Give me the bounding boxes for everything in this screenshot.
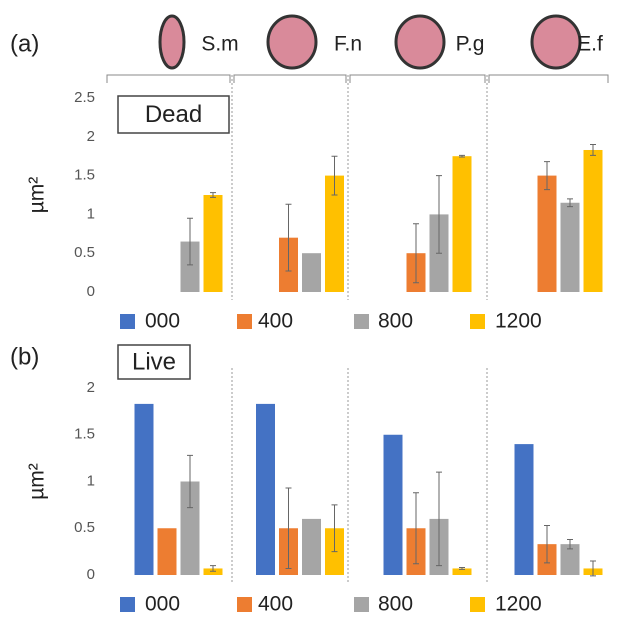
bar xyxy=(584,150,603,292)
chart-title: Dead xyxy=(145,101,202,128)
legend-swatch xyxy=(237,597,252,612)
y-axis-label: µm² xyxy=(26,463,49,500)
legend-label: 400 xyxy=(258,310,293,333)
bracket xyxy=(350,75,485,83)
y-axis-label: µm² xyxy=(26,177,49,214)
legend-label: 1200 xyxy=(495,593,542,616)
figure: (a) Dead µm² 0 0.5 1 1.5 2 2.5 S.m F.n P.g E.f 000 400… xyxy=(0,0,627,618)
y-tick-label: 2.5 xyxy=(74,89,95,106)
legend-label: 000 xyxy=(145,593,180,616)
category-label: S.m xyxy=(201,33,238,56)
category-image xyxy=(532,16,580,68)
y-tick-label: 2 xyxy=(87,128,95,145)
bar xyxy=(515,444,534,575)
y-tick-label: 1 xyxy=(87,205,95,222)
bar xyxy=(453,156,472,292)
bar xyxy=(135,404,154,575)
bracket xyxy=(234,75,346,83)
y-tick-label: 0 xyxy=(87,283,95,300)
bar xyxy=(158,528,177,575)
legend-label: 1200 xyxy=(495,310,542,333)
legend-swatch xyxy=(470,597,485,612)
panel-label: (b) xyxy=(10,343,39,370)
category-image xyxy=(160,16,184,68)
category-image xyxy=(268,16,316,68)
y-tick-label: 1.5 xyxy=(74,426,95,443)
y-tick-label: 0.5 xyxy=(74,519,95,536)
legend-label: 400 xyxy=(258,593,293,616)
bar xyxy=(538,176,557,292)
bar xyxy=(302,519,321,575)
legend-label: 800 xyxy=(378,593,413,616)
bar xyxy=(302,253,321,292)
legend-swatch xyxy=(354,314,369,329)
bar xyxy=(561,203,580,292)
category-label: P.g xyxy=(456,33,485,56)
legend-swatch xyxy=(120,597,135,612)
legend-swatch xyxy=(354,597,369,612)
panel-label: (a) xyxy=(10,30,39,57)
chart-title: Live xyxy=(132,348,176,375)
bracket xyxy=(107,75,230,83)
y-tick-label: 0.5 xyxy=(74,244,95,261)
y-tick-label: 0 xyxy=(87,566,95,583)
legend-label: 800 xyxy=(378,310,413,333)
category-label: F.n xyxy=(334,33,362,56)
y-tick-label: 1 xyxy=(87,472,95,489)
y-tick-label: 1.5 xyxy=(74,167,95,184)
legend-swatch xyxy=(120,314,135,329)
legend-label: 000 xyxy=(145,310,180,333)
category-image xyxy=(396,16,444,68)
bar xyxy=(204,195,223,292)
legend-swatch xyxy=(237,314,252,329)
legend-swatch xyxy=(470,314,485,329)
bar xyxy=(256,404,275,575)
bar xyxy=(384,435,403,575)
bracket xyxy=(489,75,608,83)
category-label: E.f xyxy=(577,33,603,56)
y-tick-label: 2 xyxy=(87,379,95,396)
